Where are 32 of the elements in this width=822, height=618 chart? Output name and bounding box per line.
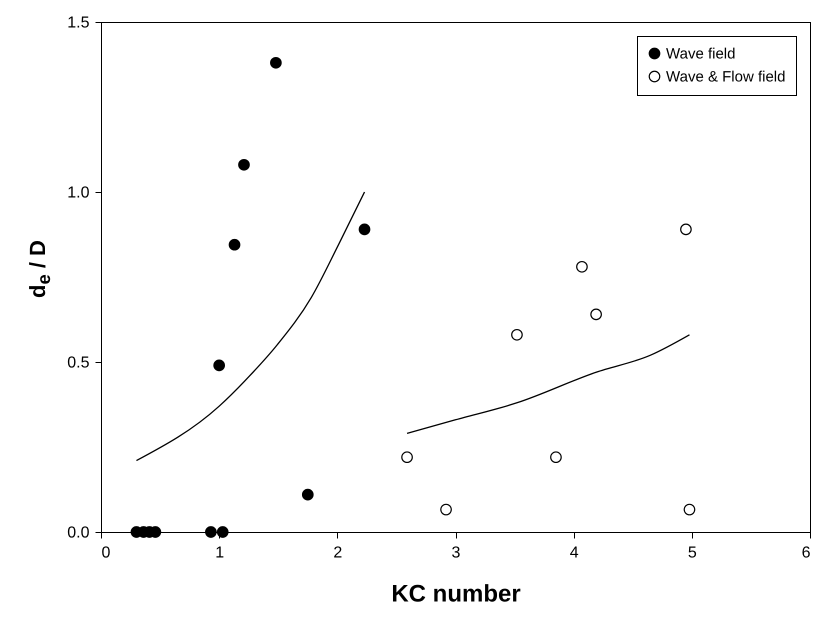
x-tick-label: 0	[102, 544, 110, 562]
legend-label: Wave field	[666, 46, 736, 62]
x-tick-label: 4	[570, 544, 579, 562]
line-series	[136, 191, 366, 462]
legend-label: Wave & Flow field	[666, 68, 786, 86]
line-series	[406, 334, 690, 434]
y-tick-label: 1.0	[67, 184, 90, 202]
x-tick-label: 3	[452, 544, 461, 562]
point	[302, 488, 314, 500]
x-tick-label: 5	[688, 544, 697, 562]
y-tick-label: 1.5	[67, 14, 90, 32]
x-axis-title: KC number	[391, 580, 521, 608]
point	[440, 504, 452, 516]
point	[358, 224, 370, 236]
x-tick-label: 6	[802, 544, 811, 562]
x-tick-label: 2	[333, 544, 342, 562]
point	[576, 260, 588, 273]
point	[216, 526, 229, 538]
point	[550, 451, 562, 464]
point	[590, 308, 602, 320]
point	[228, 238, 240, 251]
point	[680, 224, 692, 236]
point	[238, 158, 250, 171]
point	[205, 526, 217, 538]
point	[511, 328, 523, 341]
x-tick-label: 1	[215, 544, 224, 562]
point	[213, 360, 226, 372]
y-tick-label: 0.5	[67, 354, 90, 372]
point	[684, 504, 696, 516]
point	[401, 451, 413, 464]
point	[270, 56, 282, 69]
y-tick-label: 0.0	[67, 524, 90, 542]
